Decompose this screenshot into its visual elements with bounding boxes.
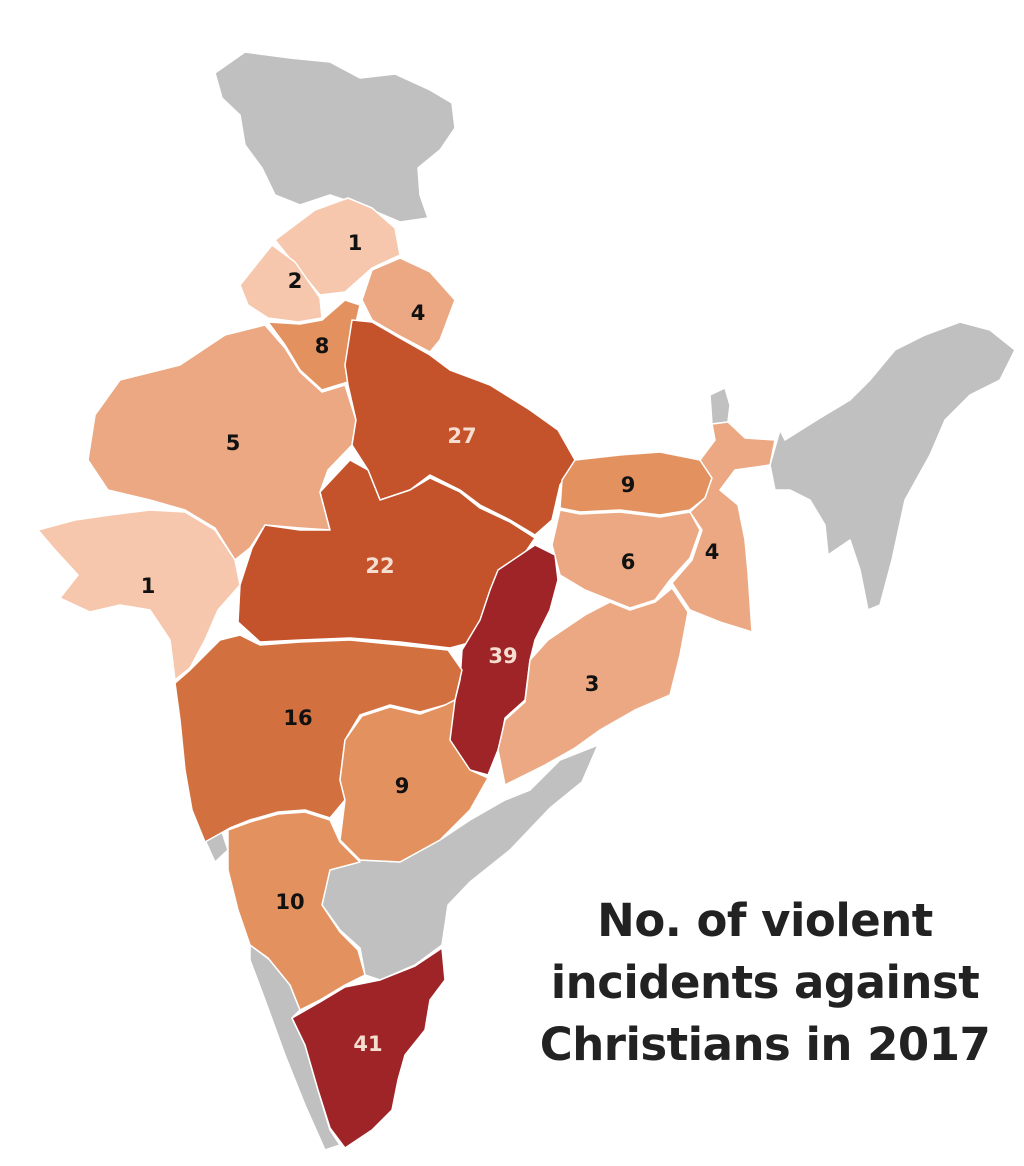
map-title-line-3: Christians in 2017 (539, 1018, 991, 1071)
region-madhya-pradesh (237, 459, 536, 649)
region-uttar-pradesh (344, 319, 576, 536)
value-label-uttar-pradesh: 27 (447, 424, 476, 448)
value-label-odisha: 3 (585, 672, 600, 696)
value-label-uttarakhand: 4 (411, 301, 426, 325)
value-label-west-bengal: 4 (705, 540, 720, 564)
map-title-line-1: No. of violent (597, 894, 933, 947)
region-west-bengal (671, 421, 776, 633)
region-odisha (497, 587, 689, 786)
value-label-chhattisgarh: 39 (488, 644, 517, 668)
value-label-maharashtra: 16 (283, 706, 312, 730)
value-label-bihar: 9 (621, 473, 636, 497)
region-punjab (239, 244, 323, 323)
region-bihar (559, 451, 713, 516)
value-label-jharkhand: 6 (621, 550, 636, 574)
value-label-rajasthan: 5 (226, 431, 241, 455)
region-karnataka (227, 811, 366, 1011)
value-label-punjab: 2 (288, 269, 303, 293)
region-kashmir (214, 51, 456, 223)
region-northeast (769, 321, 1016, 611)
map-title: No. of violent incidents against Christi… (515, 890, 1015, 1076)
value-label-haryana: 8 (315, 334, 330, 358)
region-uttarakhand (361, 257, 456, 353)
region-sikkim (709, 387, 731, 425)
value-label-madhya-pradesh: 22 (365, 554, 394, 578)
region-jharkhand (551, 509, 701, 609)
region-maharashtra (174, 634, 463, 843)
value-label-himachal-pradesh: 1 (348, 231, 363, 255)
value-label-layer: 1 2 4 8 5 27 1 22 9 6 4 39 3 16 9 10 41 (141, 231, 720, 1056)
region-telangana (339, 699, 489, 863)
region-tamil-nadu (291, 947, 446, 1149)
value-label-gujarat: 1 (141, 574, 156, 598)
value-label-karnataka: 10 (275, 890, 304, 914)
value-label-telangana: 9 (395, 774, 410, 798)
map-title-line-2: incidents against (550, 956, 980, 1009)
region-andhra-pradesh (321, 744, 599, 981)
value-label-tamil-nadu: 41 (353, 1032, 382, 1056)
region-gujarat (37, 509, 241, 681)
